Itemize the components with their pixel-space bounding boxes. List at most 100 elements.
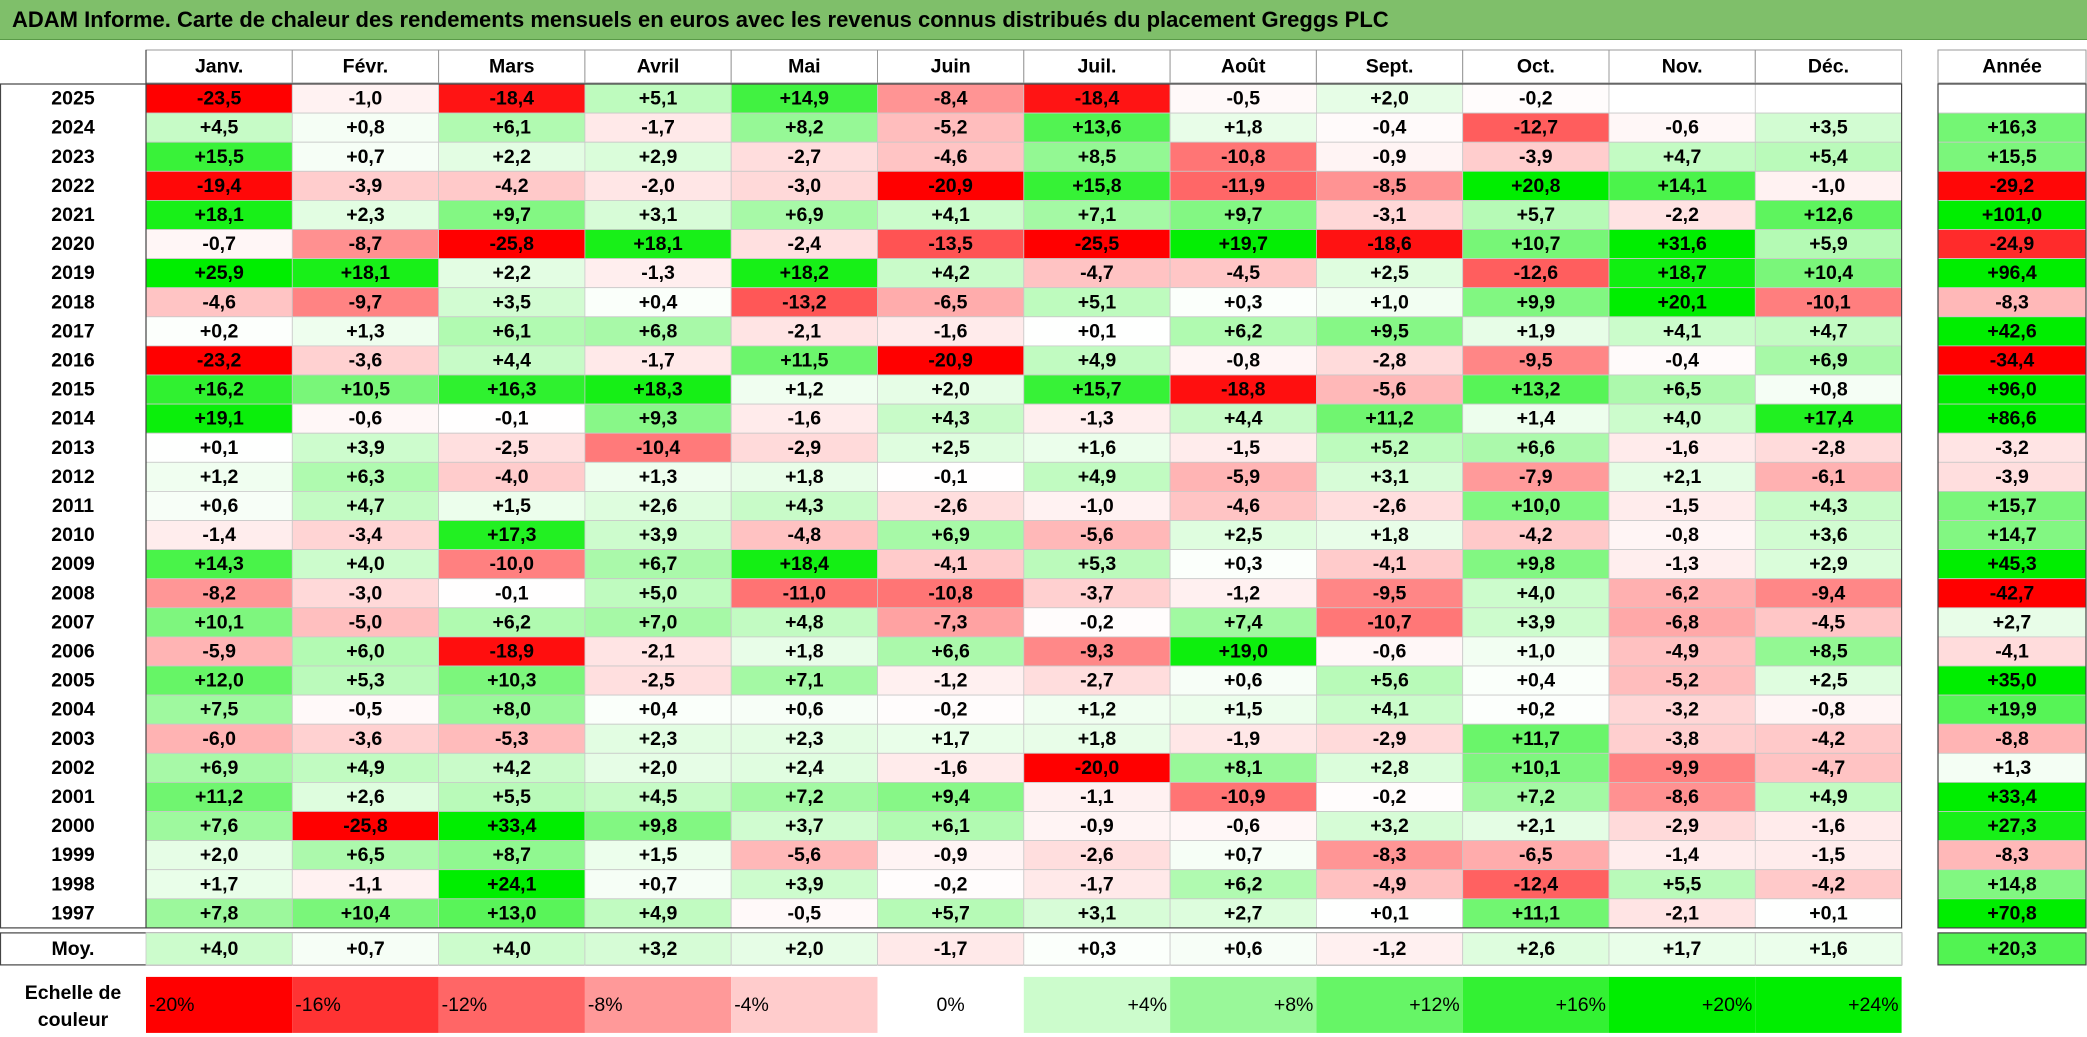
heat-cell <box>1169 549 1317 580</box>
heat-cell <box>1462 374 1610 405</box>
heat-cell <box>1462 345 1610 376</box>
heat-cell <box>291 461 439 492</box>
average-cell-value: +4,0 <box>493 938 532 960</box>
heat-cell <box>1754 811 1903 842</box>
year-label-2006: 2006 <box>51 640 95 662</box>
heat-cell-value: -3,9 <box>1519 146 1553 168</box>
heat-cell <box>1316 811 1464 842</box>
heat-cell <box>730 490 878 521</box>
month-header-2: Févr. <box>343 56 389 78</box>
heat-cell-value: +1,3 <box>346 320 385 342</box>
annual-cell-value: -29,2 <box>1990 175 2035 197</box>
heat-cell <box>1169 258 1317 289</box>
heat-cell-value: +3,7 <box>785 815 824 837</box>
heat-cell-value: +6,2 <box>1224 873 1263 895</box>
heat-cell <box>1754 869 1903 900</box>
scale-swatch <box>146 976 293 1033</box>
heat-cell <box>1169 345 1317 376</box>
heat-cell-value: -5,9 <box>1226 466 1260 488</box>
heat-cell-value: +11,2 <box>195 786 243 808</box>
heat-cell-value: +4,3 <box>785 495 824 517</box>
heat-cell <box>1608 490 1756 521</box>
heat-cell-value: -11,9 <box>1222 175 1266 197</box>
heat-cell-value: +1,2 <box>785 379 824 401</box>
heat-cell <box>438 723 586 754</box>
heat-cell-value: +1,9 <box>1517 320 1556 342</box>
heat-cell <box>1462 287 1610 318</box>
year-label-2014: 2014 <box>51 408 95 430</box>
month-header-cell <box>1462 49 1610 84</box>
heat-cell <box>877 229 1025 260</box>
average-cell <box>1169 932 1317 966</box>
average-label: Moy. <box>52 938 95 960</box>
heat-cell-value: +0,1 <box>200 437 239 459</box>
heat-cell-value: -2,6 <box>1373 495 1407 517</box>
scale-swatch <box>292 976 439 1033</box>
heat-cell-value: +4,9 <box>346 757 385 779</box>
heat-cell-value: -8,2 <box>202 582 236 604</box>
year-label-2005: 2005 <box>51 670 95 692</box>
heat-cell-value: +1,2 <box>200 466 239 488</box>
annual-cell-value: -34,4 <box>1990 349 2035 371</box>
annual-cell-value: +96,0 <box>1987 379 2036 401</box>
heat-cell-value: -1,0 <box>1080 495 1114 517</box>
heat-cell-value: +0,8 <box>346 117 385 139</box>
annual-cell-value: +101,0 <box>1982 204 2042 226</box>
heat-cell <box>730 374 878 405</box>
heat-cell-value: +5,6 <box>1370 670 1409 692</box>
heat-cell-value: -3,6 <box>349 349 383 371</box>
heat-cell-value: +1,8 <box>785 466 824 488</box>
scale-step-label: -16% <box>295 994 341 1016</box>
annual-cell-value: +70,8 <box>1987 902 2036 924</box>
annual-cell <box>1937 723 2087 754</box>
heat-cell <box>730 811 878 842</box>
heat-cell-value: +5,7 <box>1517 204 1556 226</box>
heat-cell-value: -2,9 <box>1373 728 1407 750</box>
heat-cell <box>291 229 439 260</box>
heat-cell-value: -1,7 <box>641 117 675 139</box>
heat-cell-value: +2,9 <box>639 146 678 168</box>
heat-cell <box>438 287 586 318</box>
average-cell <box>1316 932 1464 966</box>
heat-cell-value: -5,2 <box>1665 670 1699 692</box>
heat-cell <box>438 112 586 143</box>
heat-cell <box>1316 83 1464 114</box>
heat-cell-value: -4,0 <box>495 466 529 488</box>
heat-cell-value: +6,7 <box>639 553 678 575</box>
heat-cell <box>1316 782 1464 812</box>
annual-header: Année <box>1982 56 2042 78</box>
heat-cell <box>1608 170 1756 201</box>
heat-cell <box>584 607 732 638</box>
average-cell <box>145 932 293 966</box>
heat-cell-value: +18,1 <box>194 204 243 226</box>
heat-cell-value: +10,7 <box>1511 233 1560 255</box>
heat-cell-value: -6,1 <box>1812 466 1846 488</box>
month-header-cell <box>1315 49 1464 84</box>
heat-cell <box>584 316 732 347</box>
heat-cell <box>291 752 439 783</box>
year-label-2013: 2013 <box>51 437 95 459</box>
heat-cell-value: +0,1 <box>1078 320 1117 342</box>
heat-cell-value: -9,9 <box>1665 757 1699 779</box>
heat-cell <box>1169 578 1317 609</box>
heat-cell <box>1316 898 1464 929</box>
heat-cell-value: -8,6 <box>1665 786 1699 808</box>
heat-cell <box>584 403 732 434</box>
heat-cell <box>291 898 439 929</box>
heat-cell-value: +0,6 <box>1224 670 1263 692</box>
annual-cell-value: -8,8 <box>1995 728 2029 750</box>
heat-cell-value: +3,1 <box>1078 902 1117 924</box>
heat-cell <box>1023 782 1171 812</box>
heat-cell-value: +4,7 <box>346 495 385 517</box>
scale-step-label: +4% <box>1128 994 1168 1016</box>
average-cell <box>1754 932 1903 966</box>
heat-cell <box>1608 869 1756 900</box>
heat-cell-value: +2,5 <box>1224 524 1263 546</box>
heat-cell <box>730 287 878 318</box>
heat-cell-value: +6,2 <box>493 611 532 633</box>
heat-cell <box>1608 665 1756 696</box>
average-cell <box>1462 932 1610 966</box>
heat-cell-value: -0,2 <box>934 873 968 895</box>
heat-cell-value: +2,6 <box>346 786 385 808</box>
annual-cell <box>1937 869 2087 900</box>
